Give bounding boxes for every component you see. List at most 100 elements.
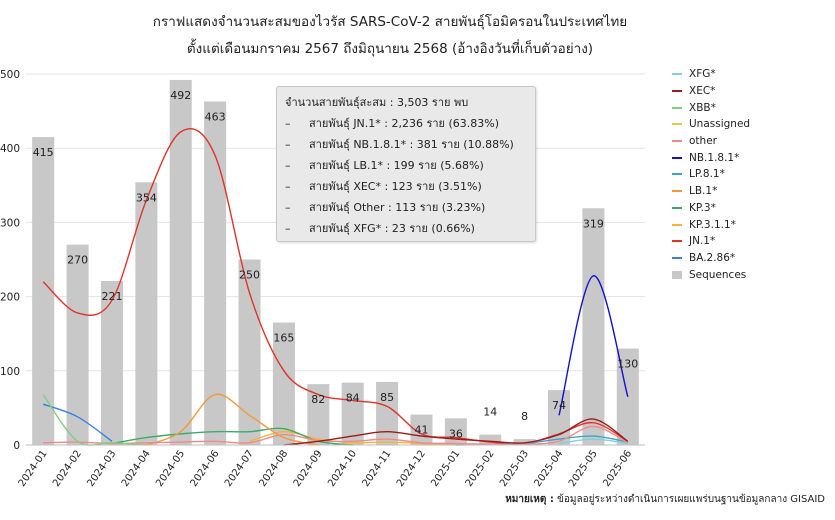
footnote-text: ข้อมูลอยู่ระหว่างดำเนินการเผยแพร่บนฐานข้… [557,494,825,505]
y-tick-label: 0 [13,440,20,452]
legend-item: KP.3.1.1* [672,216,750,233]
legend-label: LP.8.1* [689,168,725,181]
series-line [146,393,319,446]
annotation-item: – สายพันธุ์ NB.1.8.1* : 381 ราย (10.88%) [285,134,527,155]
legend-swatch [672,123,682,126]
legend-item: XEC* [672,83,750,100]
data-label: 221 [101,290,122,303]
x-tick-label: 2024-12 [395,448,428,489]
chart-title-line1: กราฟแสดงจำนวนสะสมของไวรัส SARS-CoV-2 สาย… [152,14,628,30]
x-tick-label: 2025-05 [567,448,600,489]
bar [135,182,158,445]
annotation-item-text: สายพันธุ์ XEC* : 123 ราย (3.51%) [309,180,482,193]
y-tick-label: 200 [0,292,20,304]
bar [66,244,89,445]
series-line [43,425,629,446]
chart-title-line2: ตั้งแต่เดือนมกราคม 2567 ถึงมิถุนายน 2568… [186,41,594,57]
legend-swatch [672,173,682,176]
bar [204,101,227,445]
bar [341,382,364,445]
legend-swatch [672,190,682,193]
data-label: 41 [414,424,428,437]
data-label: 74 [552,399,566,412]
bar [100,281,123,445]
legend-label: XEC* [689,85,716,98]
data-label: 319 [583,217,604,230]
bar [32,137,55,445]
series-line [283,418,629,446]
data-label: 130 [617,358,638,371]
legend-label: Unassigned [689,118,751,131]
legend-swatch [672,90,682,93]
bar [410,414,433,445]
annotation-item-text: สายพันธุ์ JN.1* : 2,236 ราย (63.83%) [309,117,500,130]
data-label: 492 [170,89,191,102]
y-tick-label: 100 [0,366,20,378]
x-tick-label: 2024-03 [85,448,118,489]
series-line [249,430,456,445]
x-tick-label: 2025-03 [498,448,531,489]
legend-swatch [672,140,682,143]
legend-label: Sequences [689,268,747,281]
data-label: 85 [380,391,394,404]
x-tick-label: 2024-10 [326,448,359,489]
annotation-item: – สายพันธุ์ JN.1* : 2,236 ราย (63.83%) [285,113,527,134]
y-tick-label: 400 [0,143,20,155]
data-label: 8 [521,410,528,423]
legend-label: XFG* [689,68,716,81]
legend-label: BA.2.86* [689,251,736,264]
legend-label: NB.1.8.1* [689,151,740,164]
annotation-dash: – [285,222,291,235]
annotation-item-text: สายพันธุ์ NB.1.8.1* : 381 ราย (10.88%) [309,138,514,151]
bar-layer [32,79,639,445]
annotation-heading: จำนวนสายพันธุ์สะสม : 3,503 ราย พบ [285,96,469,109]
data-label: 14 [483,406,497,419]
legend-label: LB.1* [689,185,718,198]
bar [238,259,261,445]
bar [513,439,536,445]
x-tick-label: 2025-01 [429,448,462,489]
x-tick-label: 2024-05 [154,448,187,489]
legend-item: KP.3* [672,200,750,217]
line-layer [42,127,629,446]
footnote: หมายเหตุ : ข้อมูลอยู่ระหว่างดำเนินการเผย… [505,492,825,507]
data-label: 354 [136,191,157,204]
data-label: 84 [346,392,360,405]
annotation-dash: – [285,138,291,151]
annotation-dash: – [285,201,291,214]
legend-swatch [672,223,682,226]
data-label: 415 [33,146,54,159]
annotation-item-text: สายพันธุ์ XFG* : 23 ราย (0.66%) [309,222,475,235]
legend-swatch [672,240,682,243]
legend-item: LB.1* [672,183,750,200]
legend-swatch [672,106,682,109]
x-tick-label: 2024-09 [292,448,325,489]
data-label: 82 [311,393,325,406]
annotation-item-text: สายพันธุ์ Other : 113 ราย (3.23%) [309,201,486,214]
x-tick-label: 2024-06 [189,448,222,489]
x-tick-label: 2024-02 [51,448,84,489]
annotation-item: – สายพันธุ์ XEC* : 123 ราย (3.51%) [285,176,527,197]
data-label: 165 [273,332,294,345]
legend-item: Sequences [672,266,750,283]
legend-swatch [672,206,682,209]
x-tick-label: 2025-02 [464,448,497,489]
legend-item: other [672,133,750,150]
bar [479,434,502,445]
series-line [42,394,147,446]
x-tick-label: 2025-04 [533,448,566,489]
annotation-item: – สายพันธุ์ Other : 113 ราย (3.23%) [285,197,527,218]
legend-label: XBB* [689,101,716,114]
data-label: 36 [449,427,463,440]
legend-label: JN.1* [689,235,716,248]
x-tick-label: 2024-04 [120,448,153,489]
annotation-item-text: สายพันธุ์ LB.1* : 199 ราย (5.68%) [309,159,484,172]
x-tick-label: 2024-08 [257,448,290,489]
bar [582,208,605,445]
legend-item: JN.1* [672,233,750,250]
bar [307,384,330,445]
legend-swatch [672,73,682,76]
legend-swatch [672,256,682,259]
legend-item: Unassigned [672,116,750,133]
